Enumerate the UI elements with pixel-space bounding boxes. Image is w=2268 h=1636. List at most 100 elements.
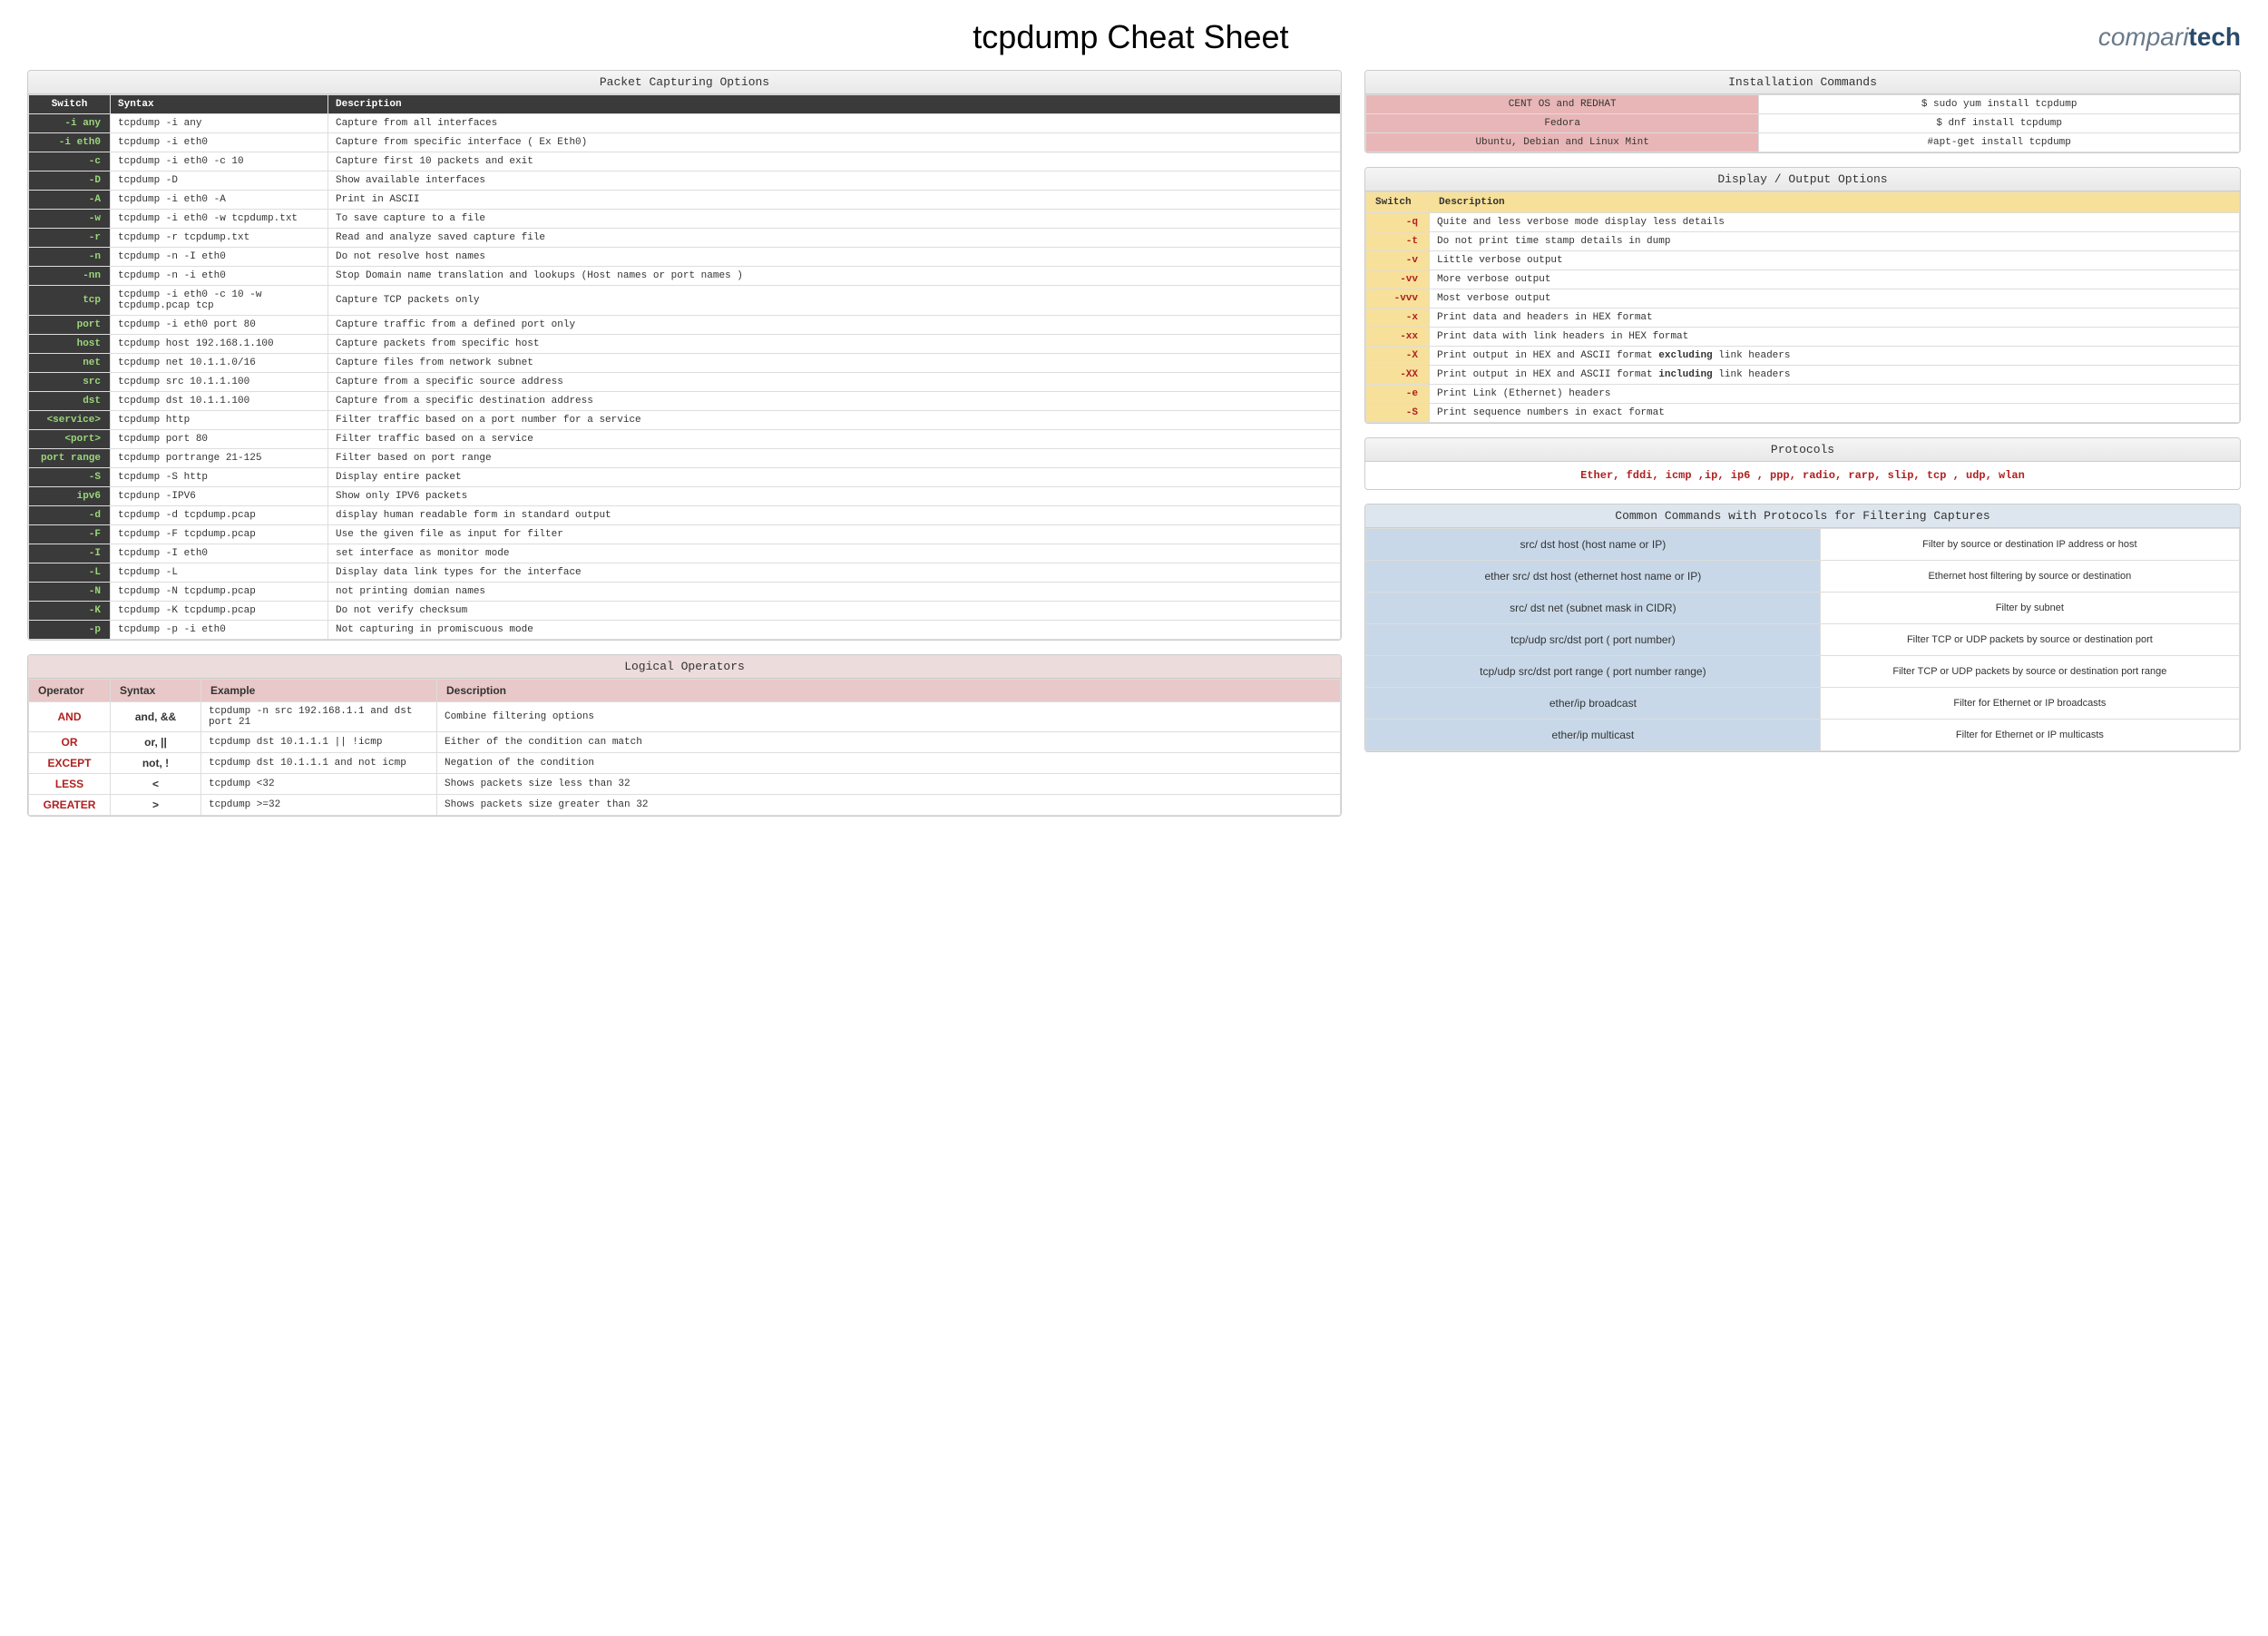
desc-cell: Capture packets from specific host [328,335,1341,354]
packet-capturing-title: Packet Capturing Options [28,71,1341,94]
desc-cell: Show only IPV6 packets [328,487,1341,506]
operator-cell: GREATER [29,795,111,816]
switch-cell: -F [29,525,111,544]
cmd-cell: ether/ip multicast [1366,720,1821,751]
switch-cell: -D [29,171,111,191]
syntax-cell: tcpdump -i eth0 [111,133,328,152]
syntax-cell: or, || [111,732,201,753]
example-cell: tcpdump dst 10.1.1.1 || !icmp [201,732,437,753]
col-operator: Operator [29,680,111,702]
syntax-cell: tcpdump portrange 21-125 [111,449,328,468]
desc-cell: Do not print time stamp details in dump [1430,232,2240,251]
switch-cell: net [29,354,111,373]
desc-cell: Do not verify checksum [328,602,1341,621]
cmd-cell: $ dnf install tcpdump [1759,114,2240,133]
cmd-cell: ether/ip broadcast [1366,688,1821,720]
table-row: Ubuntu, Debian and Linux Mint#apt-get in… [1366,133,2240,152]
desc-cell: Little verbose output [1430,251,2240,270]
switch-cell: -e [1366,385,1430,404]
logo: comparitech [2098,23,2241,52]
switch-cell: -X [1366,347,1430,366]
syntax-cell: tcpdump -d tcpdump.pcap [111,506,328,525]
desc-cell: Shows packets size less than 32 [437,774,1341,795]
table-row: ether/ip multicastFilter for Ethernet or… [1366,720,2240,751]
protocols-title: Protocols [1365,438,2240,462]
desc-cell: Capture files from network subnet [328,354,1341,373]
table-row: -nntcpdump -n -i eth0Stop Domain name tr… [29,267,1341,286]
switch-cell: host [29,335,111,354]
table-row: ether/ip broadcastFilter for Ethernet or… [1366,688,2240,720]
logical-operators-panel: Logical Operators Operator Syntax Exampl… [27,654,1342,817]
desc-cell: Combine filtering options [437,702,1341,732]
switch-cell: port range [29,449,111,468]
desc-cell: Shows packets size greater than 32 [437,795,1341,816]
desc-cell: Print data with link headers in HEX form… [1430,328,2240,347]
desc-cell: Display entire packet [328,468,1341,487]
table-row: -Ktcpdump -K tcpdump.pcapDo not verify c… [29,602,1341,621]
table-header-row: Operator Syntax Example Description [29,680,1341,702]
switch-cell: -x [1366,309,1430,328]
desc-cell: Print output in HEX and ASCII format exc… [1430,347,2240,366]
desc-cell: Print output in HEX and ASCII format inc… [1430,366,2240,385]
desc-cell: Negation of the condition [437,753,1341,774]
table-row: -vvMore verbose output [1366,270,2240,289]
desc-cell: More verbose output [1430,270,2240,289]
switch-cell: tcp [29,286,111,316]
syntax-cell: and, && [111,702,201,732]
desc-cell: Print sequence numbers in exact format [1430,404,2240,423]
table-row: -xxPrint data with link headers in HEX f… [1366,328,2240,347]
switch-cell: <port> [29,430,111,449]
table-row: -XPrint output in HEX and ASCII format e… [1366,347,2240,366]
page-title: tcpdump Cheat Sheet [163,18,2098,56]
switch-cell: -vv [1366,270,1430,289]
desc-cell: Do not resolve host names [328,248,1341,267]
table-row: -Stcpdump -S httpDisplay entire packet [29,468,1341,487]
syntax-cell: tcpdump -i any [111,114,328,133]
desc-cell: Use the given file as input for filter [328,525,1341,544]
syntax-cell: tcpdump -D [111,171,328,191]
col-description: Description [328,95,1341,114]
switch-cell: -r [29,229,111,248]
desc-cell: Show available interfaces [328,171,1341,191]
syntax-cell: tcpdump -i eth0 port 80 [111,316,328,335]
install-title: Installation Commands [1365,71,2240,94]
cmd-cell: ether src/ dst host (ethernet host name … [1366,561,1821,593]
switch-cell: -I [29,544,111,563]
syntax-cell: tcpdump -F tcpdump.pcap [111,525,328,544]
table-row: -XXPrint output in HEX and ASCII format … [1366,366,2240,385]
desc-cell: To save capture to a file [328,210,1341,229]
table-row: GREATER>tcpdump >=32Shows packets size g… [29,795,1341,816]
desc-cell: Capture TCP packets only [328,286,1341,316]
desc-cell: Read and analyze saved capture file [328,229,1341,248]
table-row: -Ntcpdump -N tcpdump.pcapnot printing do… [29,583,1341,602]
install-table: CENT OS and REDHAT$ sudo yum install tcp… [1365,94,2240,152]
syntax-cell: tcpdump http [111,411,328,430]
table-row: -Ltcpdump -LDisplay data link types for … [29,563,1341,583]
table-row: ipv6tcpdunp -IPV6Show only IPV6 packets [29,487,1341,506]
switch-cell: -A [29,191,111,210]
desc-cell: not printing domian names [328,583,1341,602]
table-row: -vvvMost verbose output [1366,289,2240,309]
syntax-cell: tcpdump -i eth0 -c 10 -w tcpdump.pcap tc… [111,286,328,316]
logical-operators-title: Logical Operators [28,655,1341,679]
switch-cell: -nn [29,267,111,286]
desc-cell: Capture first 10 packets and exit [328,152,1341,171]
table-row: <port>tcpdump port 80Filter traffic base… [29,430,1341,449]
table-row: -Atcpdump -i eth0 -APrint in ASCII [29,191,1341,210]
table-row: tcp/udp src/dst port ( port number)Filte… [1366,624,2240,656]
cmd-cell: src/ dst net (subnet mask in CIDR) [1366,593,1821,624]
table-row: EXCEPTnot, !tcpdump dst 10.1.1.1 and not… [29,753,1341,774]
desc-cell: display human readable form in standard … [328,506,1341,525]
cmd-cell: tcp/udp src/dst port range ( port number… [1366,656,1821,688]
main-layout: Packet Capturing Options Switch Syntax D… [27,70,2241,817]
table-row: -xPrint data and headers in HEX format [1366,309,2240,328]
syntax-cell: tcpdump -L [111,563,328,583]
syntax-cell: tcpdump -i eth0 -c 10 [111,152,328,171]
example-cell: tcpdump >=32 [201,795,437,816]
table-row: src/ dst host (host name or IP)Filter by… [1366,529,2240,561]
table-row: ORor, ||tcpdump dst 10.1.1.1 || !icmpEit… [29,732,1341,753]
table-row: -qQuite and less verbose mode display le… [1366,213,2240,232]
desc-cell: set interface as monitor mode [328,544,1341,563]
desc-cell: Filter for Ethernet or IP broadcasts [1820,688,2239,720]
operator-cell: OR [29,732,111,753]
